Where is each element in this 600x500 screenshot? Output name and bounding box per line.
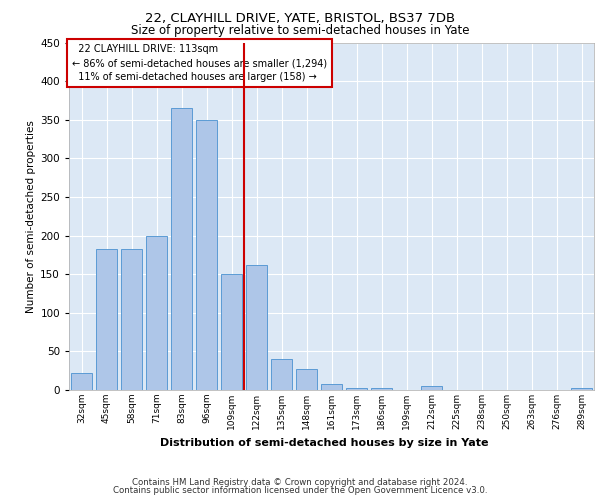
Bar (196, 120, 217, 390)
Bar (571, 388, 592, 390)
Bar (146, 236, 167, 390)
Bar (321, 384, 342, 390)
Bar (221, 274, 242, 390)
Bar (121, 248, 142, 390)
Text: Contains public sector information licensed under the Open Government Licence v3: Contains public sector information licen… (113, 486, 487, 495)
Bar (96, 248, 117, 390)
Y-axis label: Number of semi-detached properties: Number of semi-detached properties (26, 120, 36, 312)
Bar (421, 386, 442, 390)
Bar (171, 108, 192, 390)
Bar (371, 388, 392, 390)
Bar (296, 369, 317, 390)
Text: Distribution of semi-detached houses by size in Yate: Distribution of semi-detached houses by … (160, 438, 488, 448)
Bar (346, 388, 367, 390)
Text: 22, CLAYHILL DRIVE, YATE, BRISTOL, BS37 7DB: 22, CLAYHILL DRIVE, YATE, BRISTOL, BS37 … (145, 12, 455, 25)
Bar (246, 265, 267, 390)
Text: Contains HM Land Registry data © Crown copyright and database right 2024.: Contains HM Land Registry data © Crown c… (132, 478, 468, 487)
Bar (271, 359, 292, 390)
Text: 22 CLAYHILL DRIVE: 113sqm
← 86% of semi-detached houses are smaller (1,294)
  11: 22 CLAYHILL DRIVE: 113sqm ← 86% of semi-… (71, 44, 327, 82)
Bar (71, 373, 92, 390)
Text: Size of property relative to semi-detached houses in Yate: Size of property relative to semi-detach… (131, 24, 469, 37)
